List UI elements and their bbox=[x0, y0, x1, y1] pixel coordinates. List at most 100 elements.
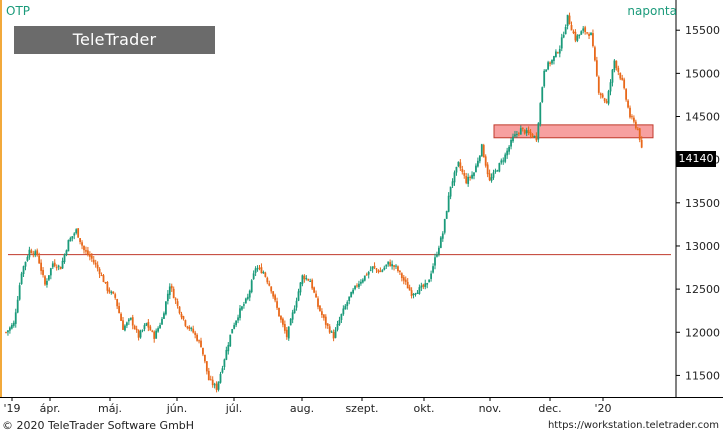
candle-body bbox=[151, 330, 154, 332]
candle-body bbox=[120, 313, 122, 321]
candle-body bbox=[73, 233, 76, 236]
candle-body bbox=[59, 266, 62, 270]
candle-body bbox=[26, 257, 29, 261]
candle-body bbox=[289, 319, 292, 326]
source-url[interactable]: https://workstation.teletrader.com bbox=[547, 420, 719, 431]
candle-body bbox=[235, 320, 237, 326]
candle-body bbox=[517, 133, 520, 135]
candle-body bbox=[414, 293, 417, 295]
candle-body bbox=[555, 51, 557, 57]
candle-body bbox=[560, 37, 563, 49]
candle-body bbox=[67, 240, 70, 252]
candle-body bbox=[383, 267, 386, 270]
candle-body bbox=[601, 94, 604, 98]
footer-bar: © 2020 TeleTrader Software GmbH https://… bbox=[0, 417, 723, 435]
candle-body bbox=[441, 233, 444, 239]
candle-body bbox=[447, 195, 450, 212]
candle-body bbox=[582, 28, 585, 31]
candle-body bbox=[617, 67, 620, 72]
candle-body bbox=[545, 69, 548, 72]
candle-body bbox=[558, 49, 561, 54]
candle-body bbox=[572, 31, 575, 34]
candle-body bbox=[168, 286, 171, 296]
candle-body bbox=[588, 33, 590, 36]
candle-body bbox=[209, 379, 212, 381]
candle-body bbox=[112, 291, 115, 294]
candle-body bbox=[122, 320, 124, 330]
candle-body bbox=[562, 34, 565, 38]
candle-body bbox=[190, 328, 193, 330]
candle-body bbox=[42, 269, 44, 276]
candle-body bbox=[402, 277, 405, 281]
candle-body bbox=[428, 279, 431, 283]
candle-body bbox=[79, 238, 81, 242]
teletrader-logo: TeleTrader WorkStation bbox=[14, 26, 215, 77]
candle-body bbox=[556, 52, 559, 54]
candle-body bbox=[262, 272, 265, 274]
candle-body bbox=[307, 279, 310, 281]
candle-body bbox=[424, 283, 427, 287]
candle-body bbox=[141, 329, 144, 331]
candle-body bbox=[631, 116, 633, 118]
candle-body bbox=[129, 317, 132, 320]
candle-body bbox=[16, 299, 19, 313]
candle-body bbox=[570, 25, 573, 31]
candle-body bbox=[594, 47, 596, 61]
candle-body bbox=[118, 306, 120, 314]
candle-body bbox=[623, 79, 626, 89]
candle-body bbox=[61, 260, 64, 269]
candle-body bbox=[246, 296, 249, 300]
candle-body bbox=[266, 277, 269, 283]
candle-body bbox=[188, 326, 191, 329]
candle-body bbox=[619, 72, 622, 79]
y-tick-label: 15500 bbox=[685, 24, 720, 37]
candle-body bbox=[176, 301, 179, 306]
candle-body bbox=[404, 279, 407, 282]
candle-body bbox=[196, 334, 198, 341]
candle-body bbox=[213, 384, 216, 386]
candle-body bbox=[354, 285, 356, 290]
candle-body bbox=[204, 354, 206, 362]
candle-body bbox=[543, 70, 546, 87]
candle-body bbox=[184, 320, 187, 326]
candle-body bbox=[418, 287, 421, 294]
candle-body bbox=[484, 156, 487, 166]
candle-body bbox=[494, 170, 497, 172]
candle-body bbox=[508, 146, 510, 152]
candle-body bbox=[223, 359, 226, 368]
candle-body bbox=[287, 326, 290, 339]
candle-body bbox=[9, 327, 11, 331]
x-tick-label: júl. bbox=[225, 402, 243, 415]
candle-body bbox=[326, 323, 329, 326]
candle-body bbox=[400, 273, 403, 279]
instrument-symbol: OTP bbox=[6, 4, 31, 18]
candle-body bbox=[297, 291, 300, 301]
candle-body bbox=[365, 274, 368, 276]
candle-body bbox=[371, 266, 374, 270]
candle-body bbox=[153, 331, 156, 339]
candle-body bbox=[32, 253, 35, 255]
candle-body bbox=[363, 275, 366, 281]
resistance-zone bbox=[493, 124, 654, 139]
candle-body bbox=[282, 318, 284, 325]
candle-body bbox=[426, 282, 429, 285]
candle-body bbox=[512, 136, 514, 142]
candle-body bbox=[192, 328, 195, 333]
candle-body bbox=[469, 176, 471, 178]
candle-body bbox=[104, 282, 107, 284]
candle-body bbox=[490, 177, 493, 181]
candle-body bbox=[467, 176, 470, 184]
candle-body bbox=[381, 270, 384, 272]
candle-body bbox=[225, 349, 228, 360]
candle-body bbox=[143, 325, 146, 330]
candle-body bbox=[303, 275, 306, 280]
candle-body bbox=[202, 347, 204, 355]
candle-body bbox=[131, 317, 134, 326]
candle-body bbox=[28, 249, 31, 258]
candle-body bbox=[270, 286, 273, 292]
candle-body bbox=[71, 236, 74, 239]
candle-body bbox=[211, 379, 214, 386]
candle-body bbox=[272, 291, 275, 297]
candle-body bbox=[535, 135, 538, 141]
candle-body bbox=[295, 300, 298, 308]
